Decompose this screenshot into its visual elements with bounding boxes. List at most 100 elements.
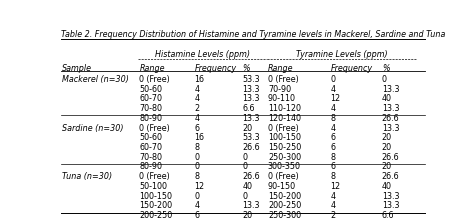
Text: 100-150: 100-150 xyxy=(139,192,173,201)
Text: Range: Range xyxy=(139,64,165,73)
Text: 2: 2 xyxy=(194,104,200,113)
Text: 13.3: 13.3 xyxy=(242,85,260,94)
Text: 12: 12 xyxy=(330,94,340,103)
Text: Tuna (n=30): Tuna (n=30) xyxy=(62,172,112,181)
Text: 13.3: 13.3 xyxy=(382,192,399,201)
Text: 0: 0 xyxy=(194,192,200,201)
Text: 8: 8 xyxy=(330,114,335,123)
Text: 13.3: 13.3 xyxy=(382,124,399,133)
Text: 50-60: 50-60 xyxy=(139,85,162,94)
Text: 2: 2 xyxy=(330,211,336,218)
Text: 4: 4 xyxy=(194,201,200,210)
Text: 60-70: 60-70 xyxy=(139,143,162,152)
Text: 6.6: 6.6 xyxy=(382,211,394,218)
Text: 4: 4 xyxy=(330,124,335,133)
Text: 0 (Free): 0 (Free) xyxy=(139,172,170,181)
Text: 16: 16 xyxy=(194,75,204,84)
Text: 70-80: 70-80 xyxy=(139,153,162,162)
Text: 13.3: 13.3 xyxy=(382,104,399,113)
Text: 8: 8 xyxy=(330,153,335,162)
Text: 0: 0 xyxy=(382,75,387,84)
Text: 200-250: 200-250 xyxy=(268,201,301,210)
Text: 70-80: 70-80 xyxy=(139,104,162,113)
Text: Table 2. Frequency Distribution of Histamine and Tyramine levels in Mackerel, Sa: Table 2. Frequency Distribution of Hista… xyxy=(61,30,446,39)
Text: 200-250: 200-250 xyxy=(139,211,173,218)
Text: Tyramine Levels (ppm): Tyramine Levels (ppm) xyxy=(296,51,388,60)
Text: 0 (Free): 0 (Free) xyxy=(268,75,299,84)
Text: 0 (Free): 0 (Free) xyxy=(139,124,170,133)
Text: 0: 0 xyxy=(242,162,247,172)
Text: 4: 4 xyxy=(330,104,335,113)
Text: 6: 6 xyxy=(194,124,200,133)
Text: 53.3: 53.3 xyxy=(242,133,260,142)
Text: Frequency: Frequency xyxy=(330,64,373,73)
Text: 20: 20 xyxy=(382,133,392,142)
Text: 13.3: 13.3 xyxy=(242,114,260,123)
Text: 150-200: 150-200 xyxy=(139,201,173,210)
Text: 80-90: 80-90 xyxy=(139,162,162,172)
Text: Mackerel (n=30): Mackerel (n=30) xyxy=(62,75,129,84)
Text: 8: 8 xyxy=(330,172,335,181)
Text: 6: 6 xyxy=(330,133,335,142)
Text: 26.6: 26.6 xyxy=(382,153,400,162)
Text: 26.6: 26.6 xyxy=(382,172,400,181)
Text: 0 (Free): 0 (Free) xyxy=(268,124,299,133)
Text: 4: 4 xyxy=(194,85,200,94)
Text: 26.6: 26.6 xyxy=(242,172,260,181)
Text: 120-140: 120-140 xyxy=(268,114,301,123)
Text: 6: 6 xyxy=(330,143,335,152)
Text: 250-300: 250-300 xyxy=(268,153,301,162)
Text: 20: 20 xyxy=(382,162,392,172)
Text: 40: 40 xyxy=(382,182,392,191)
Text: 60-70: 60-70 xyxy=(139,94,162,103)
Text: 4: 4 xyxy=(194,94,200,103)
Text: 8: 8 xyxy=(194,143,200,152)
Text: 90-110: 90-110 xyxy=(268,94,296,103)
Text: 0: 0 xyxy=(242,153,247,162)
Text: 100-150: 100-150 xyxy=(268,133,301,142)
Text: 4: 4 xyxy=(194,114,200,123)
Text: Range: Range xyxy=(268,64,293,73)
Text: %: % xyxy=(382,64,390,73)
Text: 150-250: 150-250 xyxy=(268,143,301,152)
Text: Frequency: Frequency xyxy=(194,64,237,73)
Text: 50-60: 50-60 xyxy=(139,133,162,142)
Text: 20: 20 xyxy=(242,124,252,133)
Text: %: % xyxy=(242,64,250,73)
Text: 13.3: 13.3 xyxy=(382,201,399,210)
Text: 40: 40 xyxy=(382,94,392,103)
Text: 150-200: 150-200 xyxy=(268,192,301,201)
Text: 20: 20 xyxy=(382,143,392,152)
Text: 53.3: 53.3 xyxy=(242,75,260,84)
Text: Sardine (n=30): Sardine (n=30) xyxy=(62,124,124,133)
Text: 90-150: 90-150 xyxy=(268,182,296,191)
Text: 6: 6 xyxy=(194,211,200,218)
Text: 300-350: 300-350 xyxy=(268,162,301,172)
Text: 70-90: 70-90 xyxy=(268,85,291,94)
Text: 16: 16 xyxy=(194,133,204,142)
Text: 20: 20 xyxy=(242,211,252,218)
Text: 50-100: 50-100 xyxy=(139,182,167,191)
Text: 0: 0 xyxy=(330,75,335,84)
Text: 4: 4 xyxy=(330,85,335,94)
Text: 0: 0 xyxy=(194,153,200,162)
Text: 0 (Free): 0 (Free) xyxy=(139,75,170,84)
Text: 80-90: 80-90 xyxy=(139,114,162,123)
Text: 0: 0 xyxy=(242,192,247,201)
Text: 26.6: 26.6 xyxy=(382,114,400,123)
Text: 110-120: 110-120 xyxy=(268,104,301,113)
Text: 40: 40 xyxy=(242,182,252,191)
Text: 250-300: 250-300 xyxy=(268,211,301,218)
Text: 13.3: 13.3 xyxy=(242,201,260,210)
Text: 13.3: 13.3 xyxy=(242,94,260,103)
Text: 13.3: 13.3 xyxy=(382,85,399,94)
Text: 8: 8 xyxy=(194,172,200,181)
Text: Histamine Levels (ppm): Histamine Levels (ppm) xyxy=(155,51,250,60)
Text: 0: 0 xyxy=(194,162,200,172)
Text: 26.6: 26.6 xyxy=(242,143,260,152)
Text: 6.6: 6.6 xyxy=(242,104,255,113)
Text: 0 (Free): 0 (Free) xyxy=(268,172,299,181)
Text: Sample: Sample xyxy=(62,64,92,73)
Text: 4: 4 xyxy=(330,192,335,201)
Text: 6: 6 xyxy=(330,162,335,172)
